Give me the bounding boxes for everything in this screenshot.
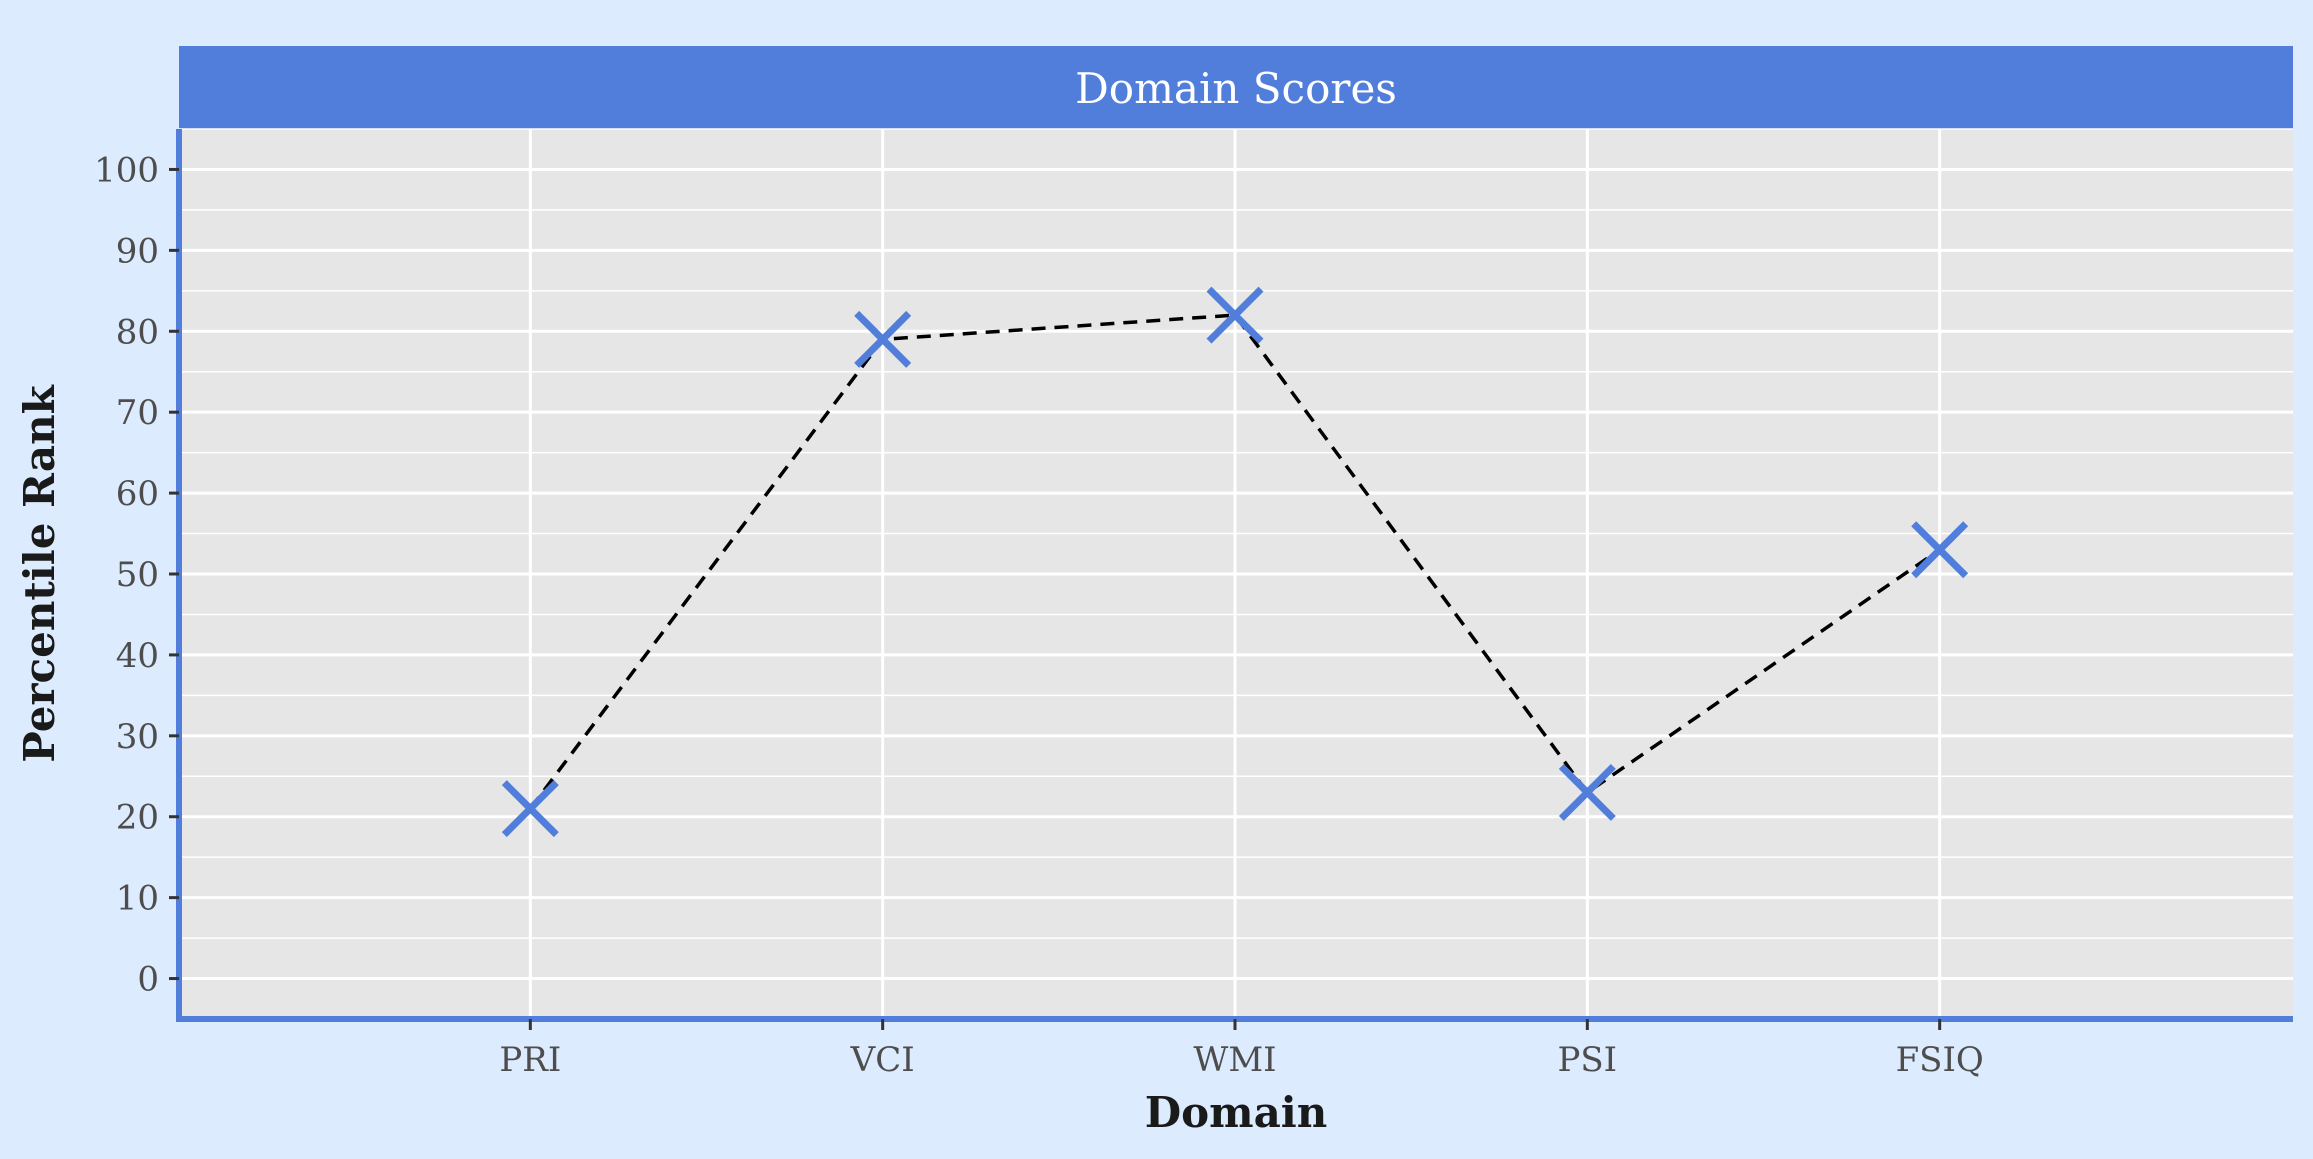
x-tick-label: FSIQ (1896, 1040, 1984, 1080)
y-tick-label: 20 (116, 798, 159, 838)
data-point-marker (1206, 286, 1264, 344)
y-tick-label: 100 (94, 150, 159, 190)
data-point-marker (1911, 521, 1969, 579)
y-tick-label: 0 (137, 960, 159, 1000)
data-point-marker (501, 780, 559, 838)
y-tick-label: 90 (116, 231, 159, 271)
x-tick-label: WMI (1193, 1040, 1276, 1080)
y-axis-title: Percentile Rank (15, 384, 64, 762)
y-tick-label: 80 (116, 312, 159, 352)
x-tick-label: VCI (850, 1040, 915, 1080)
chart-title: Domain Scores (1075, 64, 1397, 113)
data-point-marker (854, 310, 912, 368)
y-tick-label: 70 (116, 393, 159, 433)
y-tick-label: 10 (116, 879, 159, 919)
title-strip (179, 46, 2293, 129)
y-tick-label: 50 (116, 555, 159, 595)
x-axis-title: Domain (1145, 1088, 1328, 1137)
y-tick-label: 60 (116, 474, 159, 514)
series-markers (501, 286, 1969, 838)
x-axis-ticks: PRI VCI WMI PSI FSIQ (499, 1019, 1984, 1080)
major-gridlines (179, 129, 2293, 1019)
data-point-marker (1558, 763, 1616, 821)
y-tick-label: 30 (116, 717, 159, 757)
series-line (528, 313, 1941, 810)
y-axis-ticks: 0 10 20 30 40 50 60 70 80 90 100 (94, 150, 179, 1000)
x-tick-label: PSI (1558, 1040, 1618, 1080)
x-tick-label: PRI (499, 1040, 561, 1080)
y-tick-label: 40 (116, 636, 159, 676)
